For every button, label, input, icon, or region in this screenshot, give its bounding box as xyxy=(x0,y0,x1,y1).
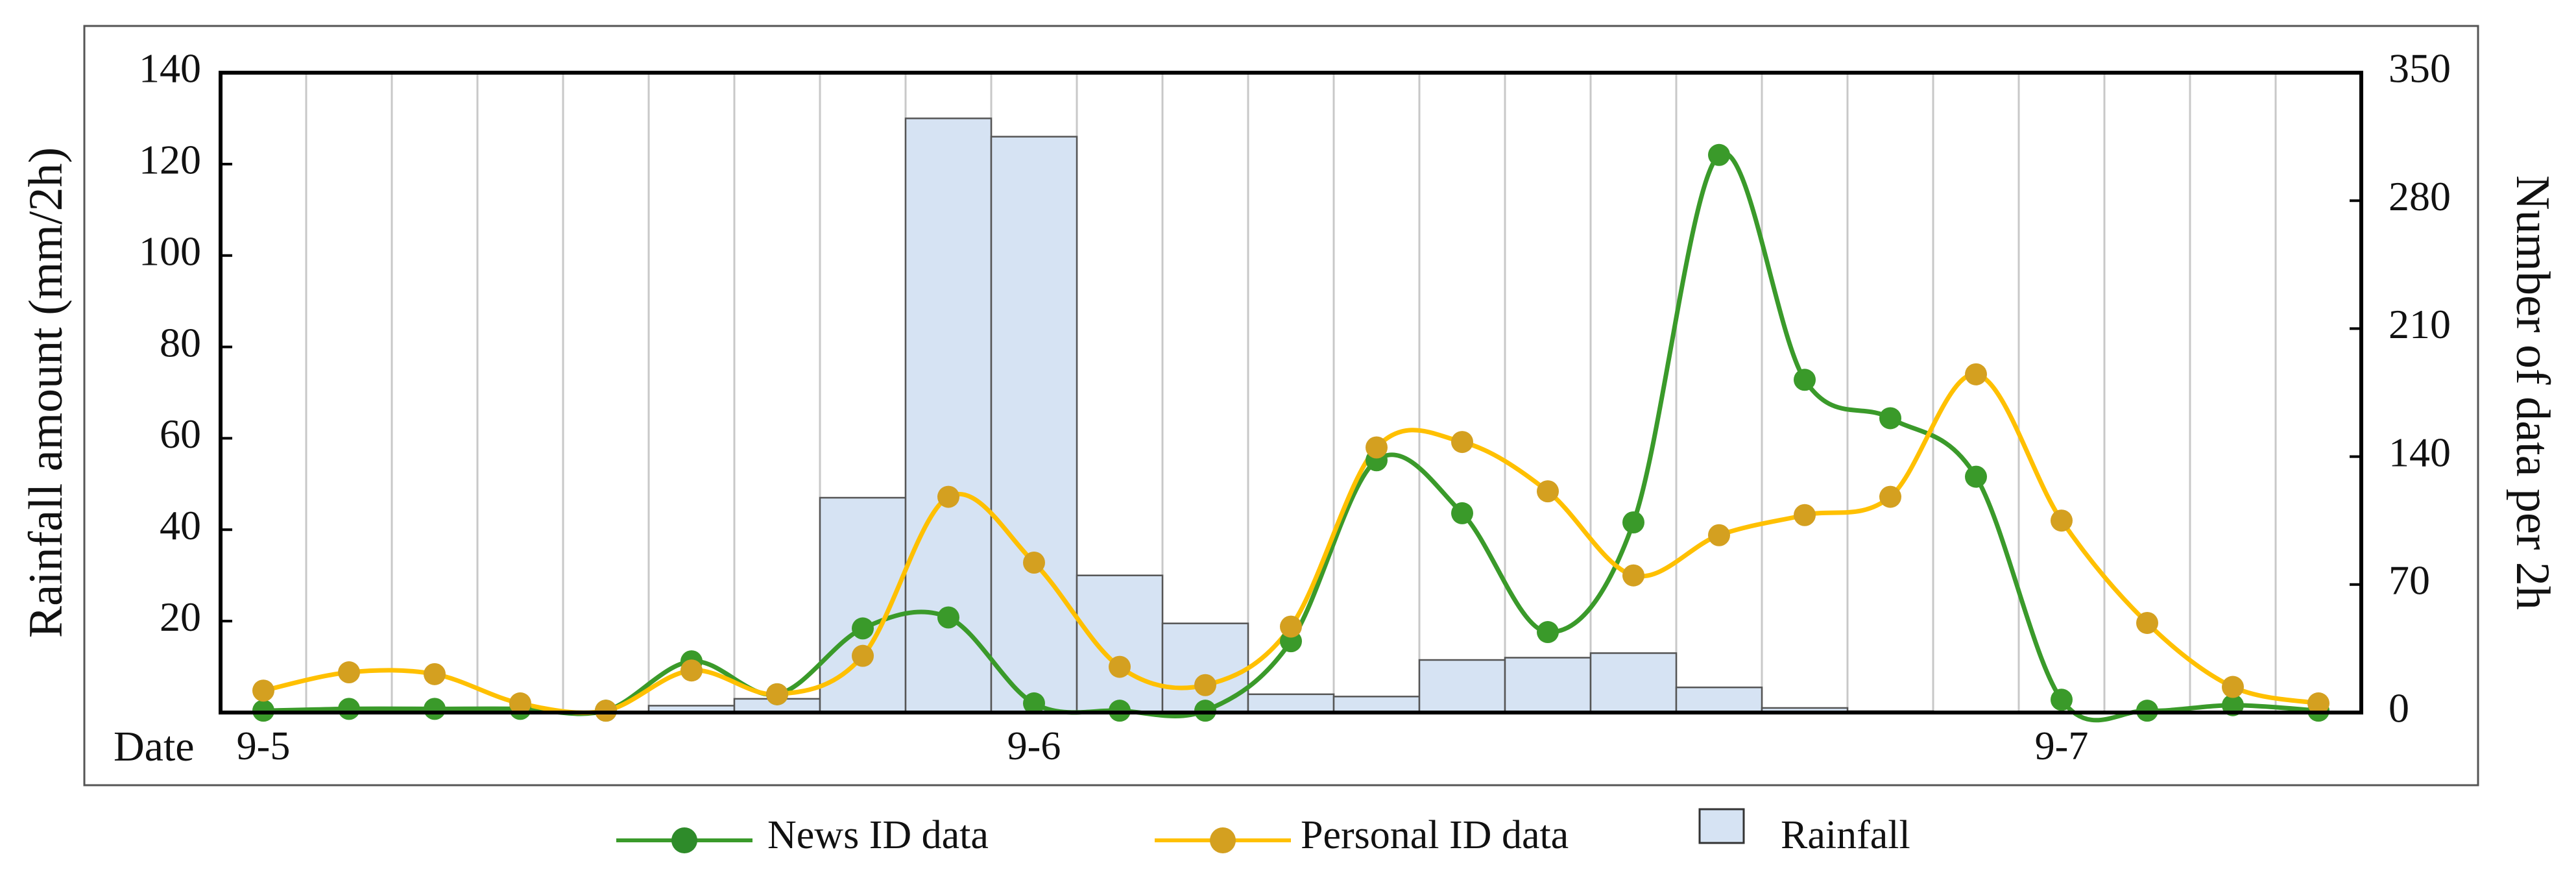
news-id-data-point xyxy=(2051,689,2073,711)
news-id-data-point xyxy=(1537,621,1559,644)
personal-id-data-point xyxy=(1280,615,1302,638)
legend-personal-label: Personal ID data xyxy=(1301,813,1569,857)
left-tick-label: 40 xyxy=(160,502,201,548)
personal-id-data-point xyxy=(680,659,703,682)
right-tick-label: 140 xyxy=(2389,429,2451,475)
personal-id-data-point xyxy=(1708,524,1730,546)
axes: 20 40 60 80 100 120 140 0 70 140 210 280 350 9-5 9-6 9-… xyxy=(139,45,2451,768)
personal-id-data-point xyxy=(2051,509,2073,532)
personal-id-data-point xyxy=(1622,564,1644,587)
rainfall-bar xyxy=(1504,657,1592,714)
legend-rainfall-swatch xyxy=(1698,808,1745,844)
rainfall-bar xyxy=(990,136,1078,714)
news-id-data-point xyxy=(338,698,360,720)
personal-id-data-point xyxy=(2136,611,2158,634)
legend-item-personal: Personal ID data xyxy=(1155,813,1569,857)
personal-id-data-point xyxy=(1194,674,1216,696)
personal-id-data-point xyxy=(1366,436,1388,459)
left-tick-label: 100 xyxy=(139,228,201,274)
chart-frame xyxy=(83,25,2479,787)
news-id-data-point xyxy=(1879,407,1901,430)
news-id-data-point xyxy=(852,617,874,640)
legend-rainfall-label: Rainfall xyxy=(1781,813,1910,857)
right-tick-label: 280 xyxy=(2389,173,2451,219)
right-axis-title: Number of data per 2h xyxy=(2506,175,2559,610)
personal-id-data-point xyxy=(1879,485,1901,508)
personal-id-data-point xyxy=(1451,431,1473,454)
legend-news-marker xyxy=(671,827,697,853)
news-id-data-point xyxy=(424,698,446,720)
date-axis-label: Date xyxy=(114,723,195,770)
rainfall-bar xyxy=(1332,696,1421,714)
personal-id-data-point xyxy=(509,692,531,714)
news-id-data-point xyxy=(1451,502,1473,524)
personal-id-data-point xyxy=(252,679,274,702)
left-tick-label: 140 xyxy=(139,45,201,91)
left-axis-title: Rainfall amount (mm/2h) xyxy=(19,147,73,638)
plot-area-border xyxy=(219,71,2363,714)
news-id-data-point xyxy=(1708,143,1730,166)
right-tick-label: 0 xyxy=(2389,685,2409,731)
news-id-data-point xyxy=(1023,692,1045,714)
left-tick-label: 60 xyxy=(160,411,201,457)
personal-id-data-point xyxy=(2307,692,2329,714)
personal-id-data-point xyxy=(1965,363,1987,385)
left-tick-label: 20 xyxy=(160,594,201,640)
legend-item-rainfall: Rainfall xyxy=(1698,808,1910,857)
date-tick-label: 9-6 xyxy=(1007,724,1061,768)
personal-id-data-point xyxy=(2222,676,2244,698)
date-tick-label: 9-7 xyxy=(2035,724,2089,768)
left-tick-label: 80 xyxy=(160,319,201,365)
personal-id-data-point xyxy=(1109,655,1131,678)
news-id-data-point xyxy=(1622,511,1644,534)
series-markers xyxy=(252,143,2329,722)
rainfall-bar xyxy=(1589,652,1678,714)
rainfall-bar xyxy=(1247,693,1335,714)
legend-news-label: News ID data xyxy=(767,813,989,857)
personal-id-data-point xyxy=(852,644,874,667)
legend: News ID data Personal ID data Rainfall xyxy=(616,808,1910,857)
personal-id-data-point xyxy=(1537,480,1559,503)
personal-id-data-point xyxy=(766,683,788,705)
legend-item-news: News ID data xyxy=(616,813,989,857)
right-tick-label: 350 xyxy=(2389,45,2451,91)
rainfall-bar xyxy=(1675,687,1763,714)
personal-id-data-point xyxy=(338,661,360,684)
date-tick-label: 9-5 xyxy=(237,724,291,768)
legend-personal-marker xyxy=(1210,827,1236,853)
rainfall-bar xyxy=(1418,659,1506,714)
rainfall-bar xyxy=(1076,574,1164,714)
personal-id-data-point xyxy=(424,663,446,685)
left-tick-label: 120 xyxy=(139,137,201,183)
right-tick-label: 70 xyxy=(2389,557,2430,603)
rainfall-bar xyxy=(1161,622,1249,714)
personal-id-data-point xyxy=(937,485,959,508)
personal-id-data-point xyxy=(1023,551,1045,574)
news-id-data-point xyxy=(1965,465,1987,488)
news-id-data-point xyxy=(1794,369,1816,391)
personal-id-data-point xyxy=(1794,504,1816,526)
right-tick-label: 210 xyxy=(2389,301,2451,347)
news-id-data-point xyxy=(937,606,959,629)
